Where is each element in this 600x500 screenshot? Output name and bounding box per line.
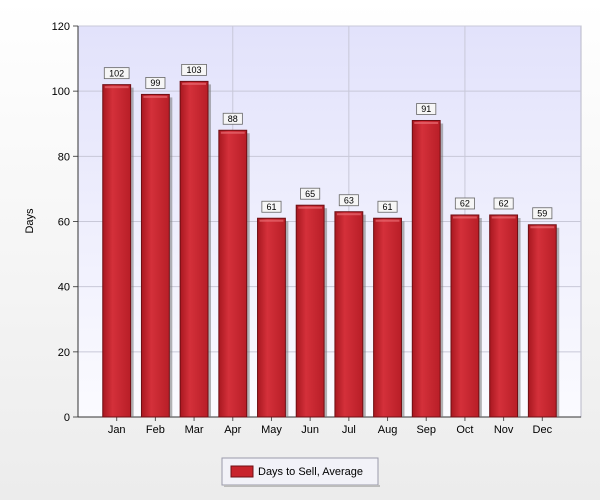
x-tick-label: Jun [301, 424, 319, 436]
data-label: 63 [344, 195, 354, 205]
y-tick-label: 40 [58, 282, 70, 294]
bars [102, 80, 560, 418]
bar-highlight [414, 121, 439, 124]
bar-highlight [104, 86, 129, 89]
bar [411, 119, 441, 418]
data-label-box [338, 194, 359, 207]
data-label-box [145, 77, 166, 89]
bar-highlight [298, 206, 323, 209]
bar-highlight [491, 216, 516, 219]
x-tick-label: Oct [456, 424, 473, 436]
x-tick-label: May [261, 424, 282, 436]
x-tick-label: Aug [378, 424, 398, 436]
y-tick-label: 80 [58, 151, 70, 163]
data-label-box [261, 200, 282, 213]
legend-label: Days to Sell, Average [258, 466, 363, 478]
bar-highlight [530, 226, 555, 229]
x-tick-label: Nov [494, 424, 514, 436]
data-label: 88 [228, 114, 238, 124]
data-label-box [454, 197, 475, 210]
data-label: 91 [421, 104, 431, 114]
legend-swatch [230, 465, 254, 478]
x-tick-label: Jan [108, 424, 126, 436]
axes: 0 20 40 60 80 100 120 Jan Feb Mar Apr May Jun Jul Aug S… [52, 21, 581, 436]
data-labels: 102 99 103 88 61 65 63 61 91 62 62 59 [103, 63, 553, 220]
data-label: 65 [305, 189, 315, 199]
bar [140, 93, 170, 418]
data-label: 59 [537, 208, 547, 218]
data-label-box [377, 200, 398, 213]
bar-highlight [143, 95, 168, 98]
y-tick-label: 120 [52, 21, 70, 33]
data-label: 103 [187, 65, 202, 75]
bar [257, 217, 286, 418]
data-label-box [493, 197, 514, 210]
bar [450, 214, 480, 418]
data-label: 62 [460, 199, 470, 209]
bar-highlight [336, 213, 361, 216]
bar [373, 217, 402, 418]
data-label-box [300, 187, 321, 200]
bar-highlight [259, 219, 284, 222]
x-tick-label: Jul [342, 424, 356, 436]
bar [179, 80, 209, 418]
bar-highlight [182, 82, 207, 85]
legend: Days to Sell, Average [221, 457, 380, 487]
data-label-box [181, 63, 207, 76]
data-label-box [532, 207, 553, 220]
bar-highlight [220, 131, 245, 134]
bar [334, 211, 364, 418]
y-tick-label: 0 [64, 412, 70, 424]
bar-highlight [452, 216, 477, 219]
bar [295, 204, 325, 418]
x-tick-label: Apr [224, 424, 241, 436]
data-label-box [103, 67, 130, 80]
data-label: 99 [150, 78, 160, 88]
data-label: 61 [266, 202, 276, 212]
legend-shadow [224, 485, 380, 487]
data-label: 62 [499, 199, 509, 209]
bar [489, 214, 519, 418]
data-label-box [222, 112, 243, 125]
bar [102, 84, 132, 418]
bar-highlight [375, 219, 400, 222]
y-axis-title: Days [24, 208, 36, 234]
data-label: 61 [383, 202, 393, 212]
y-tick-label: 60 [58, 217, 70, 229]
x-tick-label: Feb [146, 424, 165, 436]
x-tick-label: Mar [185, 424, 204, 436]
y-tick-label: 20 [58, 347, 70, 359]
data-label: 102 [109, 68, 124, 78]
y-tick-label: 100 [52, 86, 70, 98]
data-label-box [416, 103, 437, 115]
bar [218, 129, 248, 418]
bar [527, 224, 557, 418]
x-tick-label: Dec [533, 424, 553, 436]
x-tick-label: Sep [416, 424, 436, 436]
